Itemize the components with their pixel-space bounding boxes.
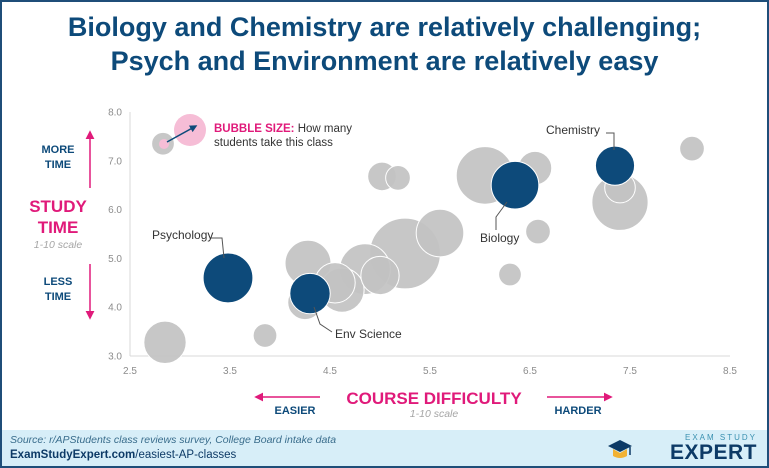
legend-text-line-1: BUBBLE SIZE: How many <box>214 123 352 135</box>
source-text: Source: r/APStudents class reviews surve… <box>10 434 337 446</box>
biology-callout-line <box>495 201 508 230</box>
course-bubble <box>252 323 278 348</box>
envscience-callout-line <box>313 306 333 333</box>
y-axis-scale: 1-10 scale <box>34 239 83 251</box>
course-bubble <box>360 255 400 296</box>
url-path: /easiest-AP-classes <box>135 449 237 461</box>
psychology-bubble <box>202 252 254 304</box>
x-tick-label: 2.5 <box>123 366 137 377</box>
course-bubble <box>143 320 187 365</box>
exam-study-expert-logo: EXAM STUDY EXPERT <box>607 432 757 464</box>
legend-bold: BUBBLE SIZE: <box>214 123 295 135</box>
highlighted-bubbles <box>202 145 636 315</box>
y-tick-labels: 3.0 4.0 5.0 6.0 7.0 8.0 <box>108 108 122 363</box>
x-tick-label: 6.5 <box>523 366 537 377</box>
chemistry-callout-line <box>606 132 615 150</box>
x-tick-label: 4.5 <box>323 366 337 377</box>
envscience-label: Env Science <box>335 327 402 341</box>
x-tick-labels: 2.5 3.5 4.5 5.5 6.5 7.5 8.5 <box>123 366 737 377</box>
legend-arrow <box>166 125 198 143</box>
title-line-1: Biology and Chemistry are relatively cha… <box>67 12 702 42</box>
y-less-time-2: TIME <box>45 291 71 303</box>
y-less-time-1: LESS <box>44 276 73 288</box>
course-bubble <box>385 165 411 191</box>
url-domain: ExamStudyExpert.com <box>10 449 136 461</box>
legend-small-bubble <box>159 139 169 149</box>
source-url[interactable]: ExamStudyExpert.com/easiest-AP-classes <box>10 449 236 461</box>
legend-text-1: How many <box>295 123 353 135</box>
y-more-time-2: TIME <box>45 159 71 171</box>
psychology-label: Psychology <box>152 228 213 242</box>
x-tick-label: 5.5 <box>423 366 437 377</box>
env-science-bubble <box>289 272 331 315</box>
footer: Source: r/APStudents class reviews surve… <box>2 430 767 466</box>
x-tick-label: 3.5 <box>223 366 237 377</box>
x-easier-label: EASIER <box>275 405 316 417</box>
course-bubble <box>679 135 705 162</box>
biology-bubble <box>490 160 540 210</box>
y-more-time-1: MORE <box>42 144 75 156</box>
x-axis-title: COURSE DIFFICULTY <box>346 389 522 408</box>
psychology-callout-line <box>210 237 225 259</box>
plot-axes <box>129 112 730 357</box>
bubble-chart: 2.5 3.5 4.5 5.5 6.5 7.5 8.5 3.0 4.0 5.0 6.0 7.0 8.0… <box>29 108 737 421</box>
y-tick-label: 3.0 <box>108 352 122 363</box>
y-tick-label: 8.0 <box>108 108 122 119</box>
chart-title: Biology and Chemistry are relatively cha… <box>2 10 767 78</box>
graduation-cap-icon <box>608 440 632 458</box>
chemistry-bubble <box>594 145 636 186</box>
y-tick-label: 5.0 <box>108 254 122 265</box>
y-axis-title-1: STUDY <box>29 197 87 216</box>
y-axis-title-2: TIME <box>38 218 79 237</box>
course-bubble <box>415 208 465 258</box>
title-line-2: Psych and Environment are relatively eas… <box>110 46 659 76</box>
x-harder-label: HARDER <box>554 405 601 417</box>
x-tick-label: 7.5 <box>623 366 637 377</box>
x-tick-label: 8.5 <box>723 366 737 377</box>
logo-small-text: EXAM STUDY <box>684 433 757 442</box>
y-tick-label: 7.0 <box>108 156 122 167</box>
biology-label: Biology <box>480 231 519 245</box>
y-tick-label: 4.0 <box>108 303 122 314</box>
legend-text-line-2: students take this class <box>214 137 333 149</box>
y-tick-label: 6.0 <box>108 205 122 216</box>
course-bubble <box>498 262 522 287</box>
chemistry-label: Chemistry <box>546 123 600 137</box>
course-bubble <box>525 218 551 245</box>
logo-big-text: EXPERT <box>669 441 757 464</box>
x-axis-scale: 1-10 scale <box>410 408 459 420</box>
